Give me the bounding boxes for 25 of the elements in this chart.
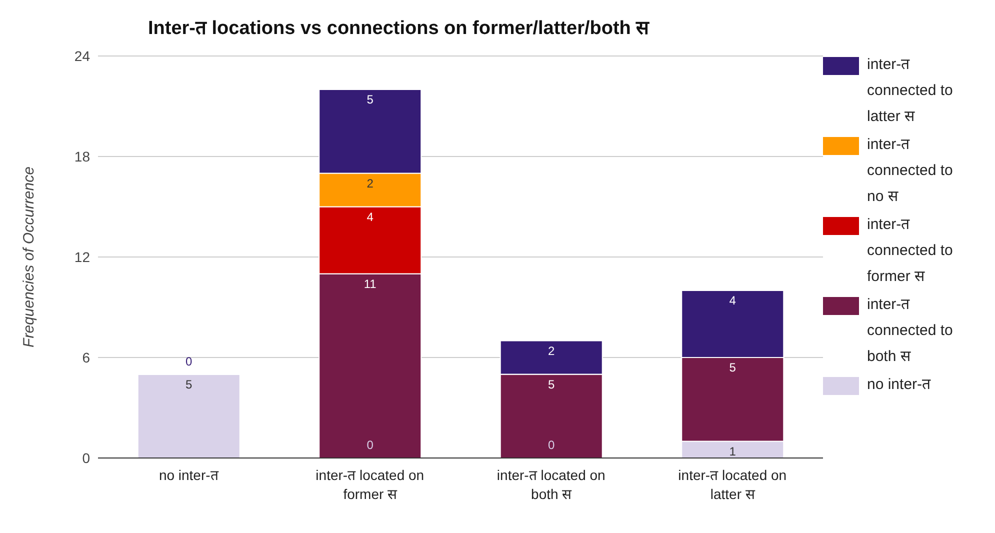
y-tick-label: 18 xyxy=(74,148,90,164)
legend-label: no inter-त xyxy=(867,375,932,395)
data-label: 5 xyxy=(548,377,556,392)
y-tick-label: 24 xyxy=(74,48,90,64)
y-axis-title: Frequencies of Occurrence xyxy=(20,166,38,348)
chart-title: Inter-त locations vs connections on former/latter/both स xyxy=(148,17,650,40)
y-tick-label: 0 xyxy=(82,450,90,466)
data-label: 1 xyxy=(729,444,736,458)
data-label: 0 xyxy=(366,438,374,452)
x-tick-label: inter-त located on latter स xyxy=(678,467,787,502)
data-label: 2 xyxy=(366,176,374,190)
x-tick-label: inter-त located on both स xyxy=(496,467,606,502)
data-label: 11 xyxy=(364,276,377,291)
data-label: 2 xyxy=(548,344,556,358)
y-tick-label: 12 xyxy=(74,248,90,265)
data-label: 0 xyxy=(548,438,556,452)
data-label: 5 xyxy=(729,360,736,374)
data-label: 5 xyxy=(366,92,374,106)
x-tick-label: inter-त located on former स xyxy=(316,467,424,502)
data-label: 4 xyxy=(366,210,374,224)
data-label: 5 xyxy=(186,377,193,392)
y-tick-label: 6 xyxy=(82,349,90,366)
data-label: 0 xyxy=(186,354,193,368)
data-label: 4 xyxy=(729,294,736,308)
x-tick-label: no inter-त xyxy=(158,467,220,483)
